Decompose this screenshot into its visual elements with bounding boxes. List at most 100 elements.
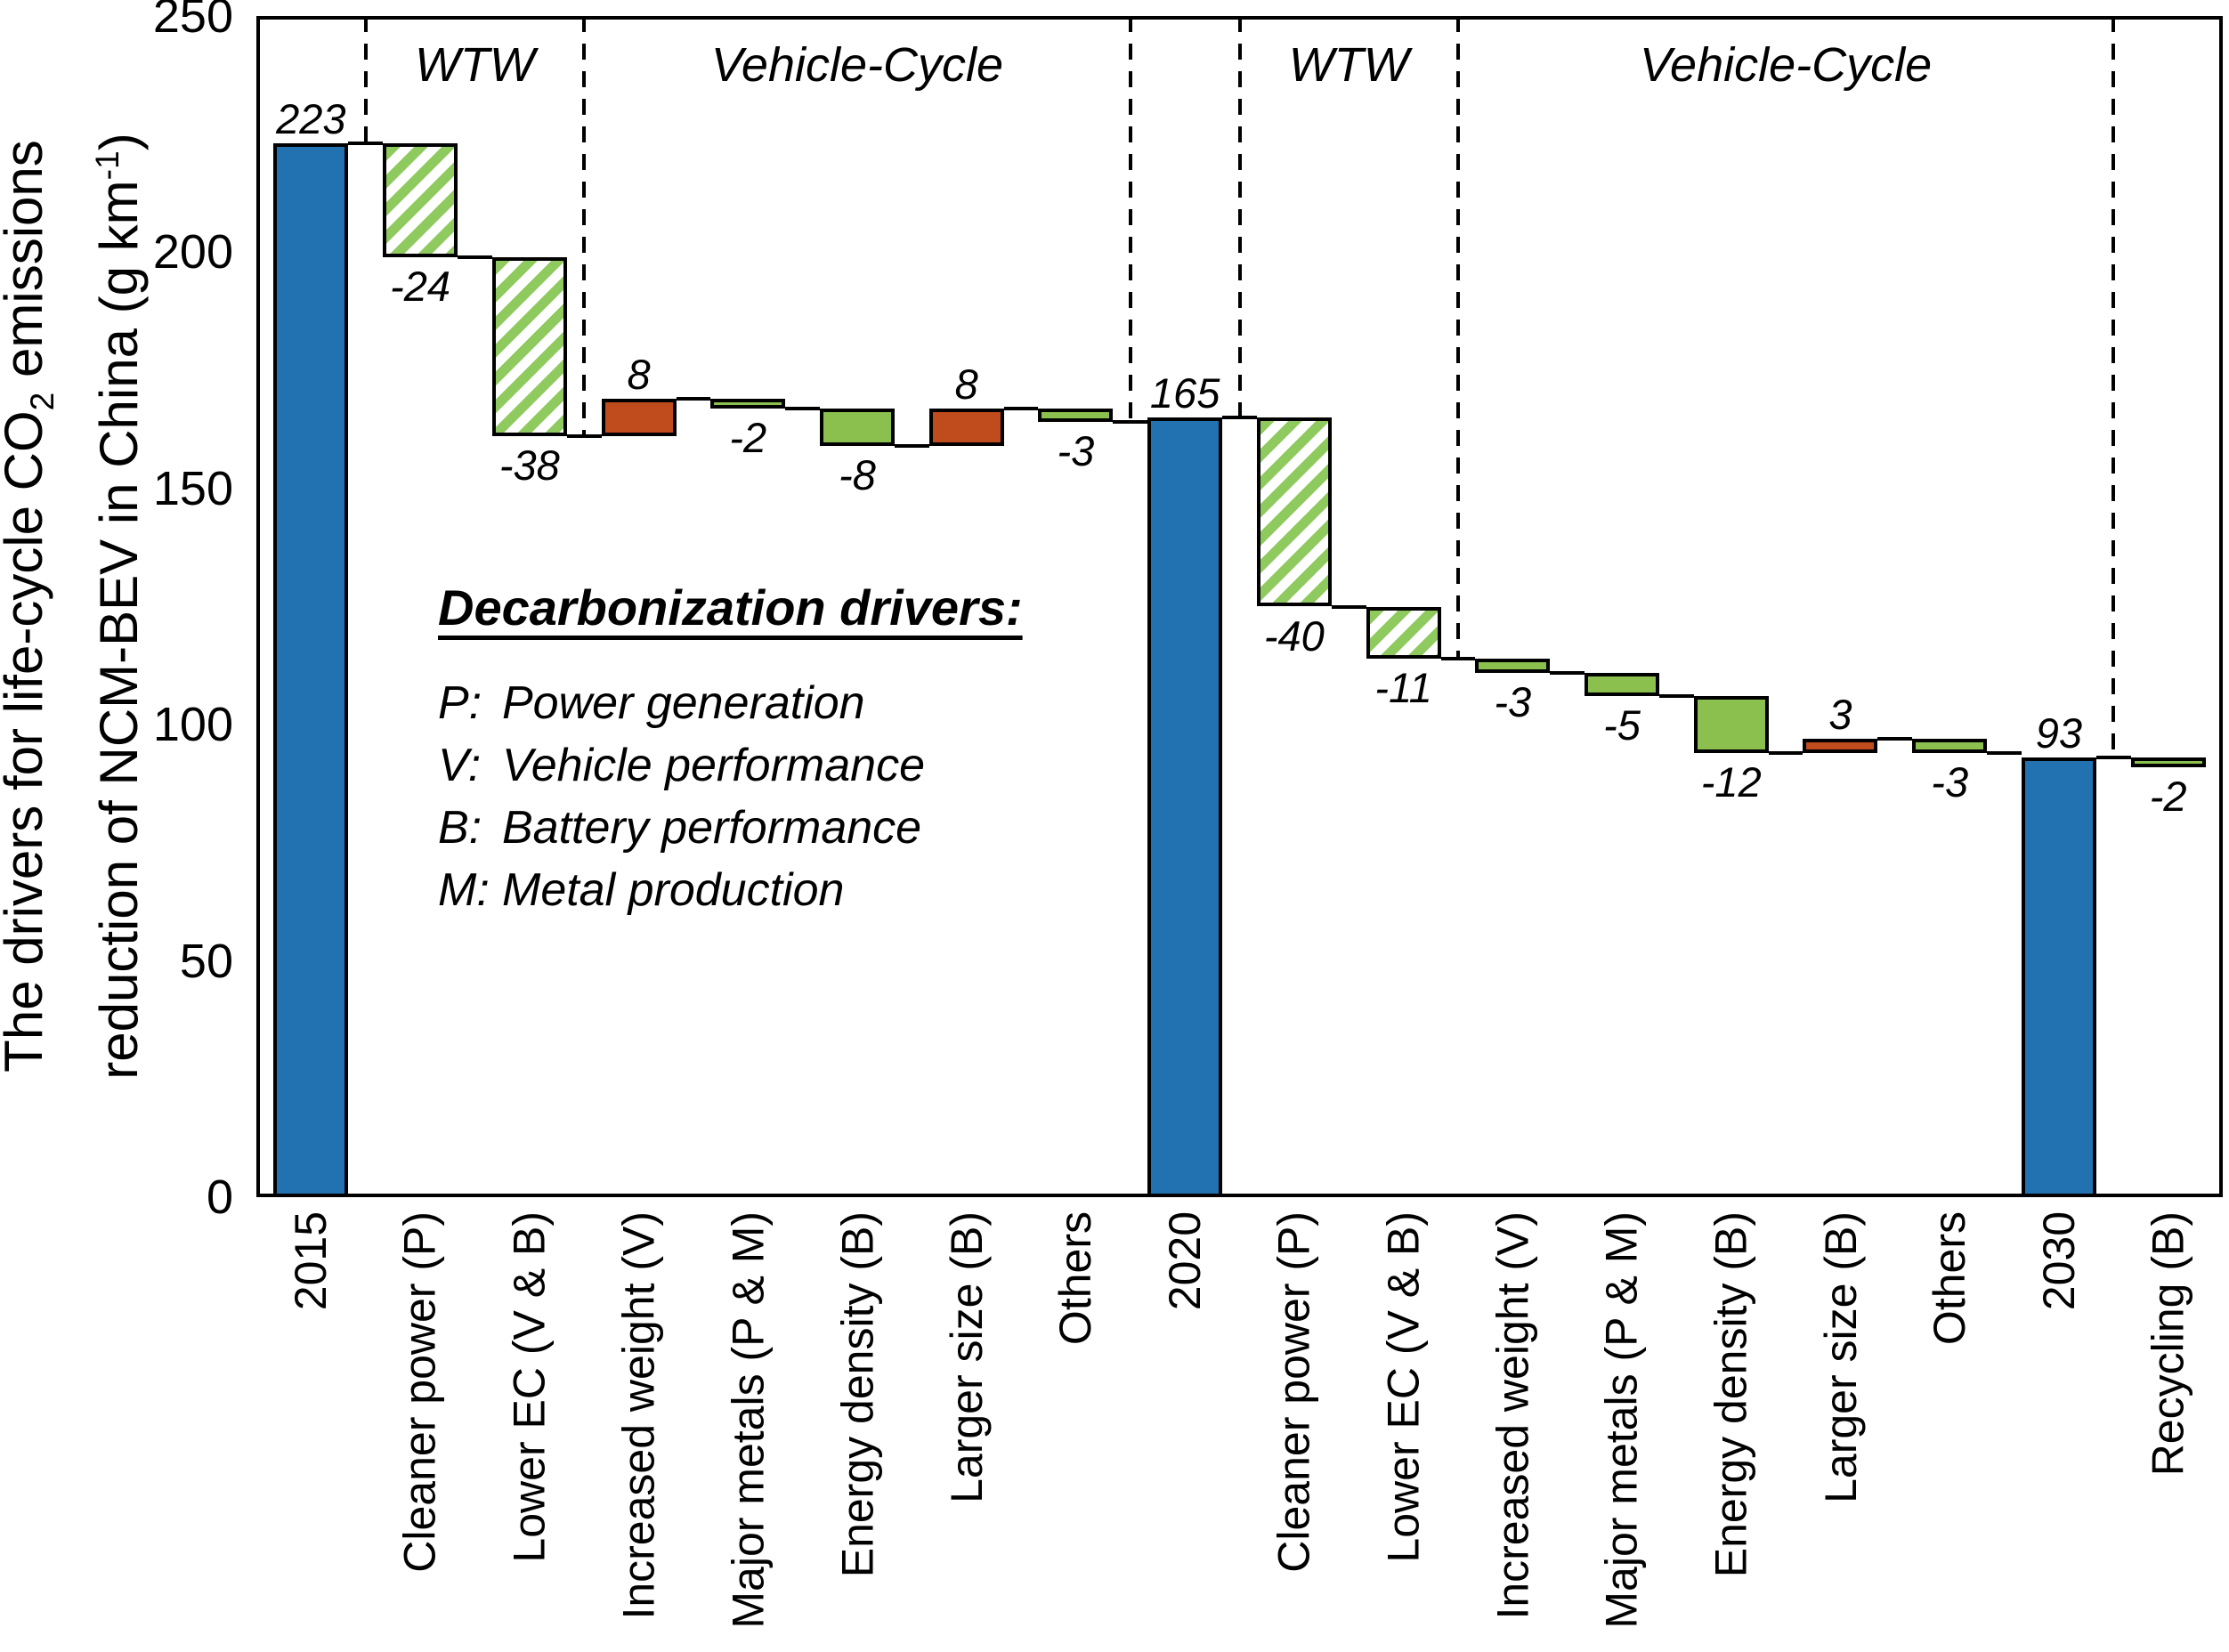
bar-value-label: 93 <box>2035 709 2083 757</box>
section-label: WTW <box>414 38 535 92</box>
x-axis-tick-label: Larger size (B) <box>1815 1211 1866 1503</box>
waterfall-connector <box>2095 756 2131 760</box>
legend-text: Battery performance <box>502 802 922 854</box>
bar-value-label: -2 <box>2149 772 2187 820</box>
co2-subscript: 2 <box>23 392 61 411</box>
waterfall-connector <box>1222 416 1257 420</box>
legend-key: V: <box>438 740 482 791</box>
x-axis-tick-label: Others <box>1050 1211 1101 1346</box>
waterfall-connector <box>348 142 384 146</box>
section-divider-line <box>582 16 587 437</box>
waterfall-connector <box>1550 670 1585 675</box>
x-axis-tick-label: Major metals (P & M) <box>1597 1211 1648 1629</box>
legend-title: Decarbonization drivers: <box>438 579 1023 636</box>
waterfall-connector <box>458 255 492 259</box>
bar-value-label: -3 <box>1931 758 1969 806</box>
legend-item-vehicle-performance: V: Vehicle performance <box>438 734 1023 797</box>
x-axis-tick-label: Cleaner power (P) <box>395 1211 446 1573</box>
bar-value-label: 3 <box>1828 691 1852 739</box>
section-divider-line <box>363 16 368 144</box>
waterfall-connector <box>1003 406 1039 410</box>
bar-value-label: 8 <box>954 360 978 408</box>
waterfall-bar <box>1475 658 1551 673</box>
x-axis-tick-label: Major metals (P & M) <box>723 1211 774 1629</box>
x-axis-tick-label: Larger size (B) <box>941 1211 992 1503</box>
waterfall-bar <box>1147 417 1223 1197</box>
waterfall-connector <box>1659 694 1694 699</box>
x-axis-tick-label: Increased weight (V) <box>1487 1211 1538 1620</box>
legend-text: Vehicle performance <box>502 740 925 791</box>
section-divider-line <box>1128 16 1132 423</box>
x-axis-tick-label: Energy density (B) <box>831 1211 882 1578</box>
bar-value-label: -11 <box>1374 663 1432 711</box>
x-axis-tick-label: Cleaner power (P) <box>1269 1211 1319 1573</box>
legend-key: B: <box>438 802 482 854</box>
bar-value-label: -5 <box>1603 701 1641 749</box>
section-divider-line <box>1237 16 1242 418</box>
waterfall-bar <box>601 398 677 437</box>
bar-value-label: 8 <box>627 350 651 398</box>
bar-value-label: -38 <box>498 441 560 490</box>
x-axis-tick-label: 2020 <box>1160 1211 1211 1311</box>
waterfall-bar <box>273 143 349 1197</box>
waterfall-bar <box>1256 417 1332 607</box>
y-axis-tick-label: 0 <box>206 1170 233 1224</box>
bar-value-label: -8 <box>839 451 876 499</box>
waterfall-connector <box>1113 420 1148 425</box>
y-axis-tick-label: 150 <box>152 461 233 515</box>
bar-value-label: -24 <box>390 262 451 310</box>
legend-key: P: <box>438 677 482 729</box>
section-divider-line <box>2111 16 2116 758</box>
waterfall-bar <box>383 143 458 257</box>
y-axis-tick-label: 50 <box>179 934 233 988</box>
x-axis-tick-label: Increased weight (V) <box>613 1211 664 1620</box>
x-axis-tick-label: Others <box>1925 1211 1975 1346</box>
legend-item-metal-production: M: Metal production <box>438 859 1023 921</box>
waterfall-bar <box>491 256 567 437</box>
plot-area: WTW Vehicle-Cycle WTW Vehicle-Cycle 223 -24 -3… <box>256 16 2223 1197</box>
x-axis-tick-label: Recycling (B) <box>2143 1211 2193 1477</box>
bar-value-label: 165 <box>1149 369 1220 417</box>
legend-item-power-generation: P: Power generation <box>438 672 1023 734</box>
x-axis-tick-label: Lower EC (V & B) <box>1378 1211 1429 1563</box>
waterfall-bar <box>2130 757 2206 767</box>
waterfall-connector <box>1987 751 2022 756</box>
legend: Decarbonization drivers: P: Power genera… <box>438 579 1023 921</box>
section-label: Vehicle-Cycle <box>710 38 1004 92</box>
waterfall-connector <box>566 434 602 439</box>
y-axis-tick-label: 100 <box>152 698 233 752</box>
waterfall-connector <box>1877 737 1913 741</box>
section-divider-line <box>1455 16 1460 659</box>
waterfall-connector <box>1331 604 1366 609</box>
waterfall-bar <box>1038 408 1114 423</box>
y-axis-tick-label: 200 <box>152 225 233 279</box>
waterfall-connector <box>894 444 929 449</box>
legend-item-battery-performance: B: Battery performance <box>438 797 1023 859</box>
waterfall-bar <box>2021 757 2096 1197</box>
x-axis-tick-label: Lower EC (V & B) <box>504 1211 555 1563</box>
legend-text: Power generation <box>502 677 865 729</box>
waterfall-bar <box>819 408 895 447</box>
bar-value-label: -40 <box>1263 611 1325 660</box>
x-axis-tick-label: Energy density (B) <box>1706 1211 1756 1578</box>
waterfall-connector <box>676 396 711 401</box>
waterfall-connector <box>1440 656 1476 660</box>
waterfall-bar <box>1366 606 1441 659</box>
bar-value-label: -3 <box>1494 677 1532 725</box>
km-exponent: -1 <box>88 150 126 181</box>
x-axis-tick-label: 2030 <box>2033 1211 2084 1311</box>
legend-key: M: <box>438 864 490 916</box>
section-label: Vehicle-Cycle <box>1640 38 1933 92</box>
waterfall-connector <box>1768 751 1803 756</box>
section-label: WTW <box>1288 38 1409 92</box>
waterfall-bar <box>710 398 786 409</box>
bar-value-label: -2 <box>729 413 767 461</box>
waterfall-bar <box>1585 672 1660 697</box>
waterfall-bar <box>1912 739 1988 754</box>
waterfall-bar <box>928 408 1004 447</box>
waterfall-bar <box>1803 739 1878 754</box>
bar-value-label: 223 <box>276 95 346 143</box>
legend-text: Metal production <box>502 864 845 916</box>
bar-value-label: -3 <box>1057 427 1095 475</box>
